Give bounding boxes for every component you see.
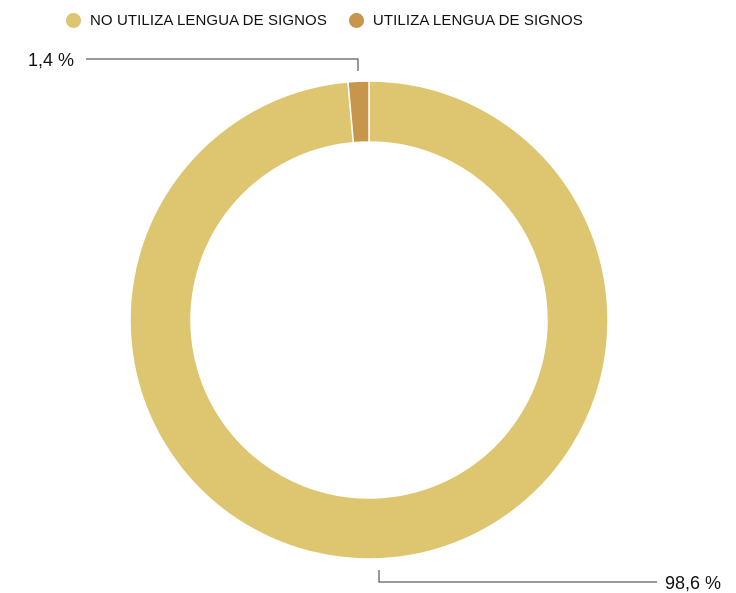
data-label-no-utiliza: 98,6 %: [665, 573, 721, 593]
leader-line-0: [378, 570, 657, 583]
leader-line-1: [86, 58, 359, 71]
legend-swatch-no-utiliza: [66, 13, 81, 28]
legend-item-utiliza: UTILIZA LENGUA DE SIGNOS: [348, 12, 583, 29]
legend-swatch-utiliza: [348, 13, 364, 28]
legend-label-utiliza: UTILIZA LENGUA DE SIGNOS: [372, 12, 583, 29]
data-label-utiliza: 1,4 %: [28, 50, 74, 70]
legend-item-no-utiliza: NO UTILIZA LENGUA DE SIGNOS: [66, 12, 327, 29]
donut-slices: [129, 80, 609, 560]
donut-slice-1: [347, 80, 370, 144]
slice-labels: 1,4 % 98,6 %: [28, 50, 721, 593]
legend-label-no-utiliza: NO UTILIZA LENGUA DE SIGNOS: [90, 12, 327, 29]
donut-slice-0: [129, 80, 609, 560]
leader-lines: [86, 58, 657, 583]
chart-legend: NO UTILIZA LENGUA DE SIGNOS UTILIZA LENG…: [66, 12, 583, 29]
